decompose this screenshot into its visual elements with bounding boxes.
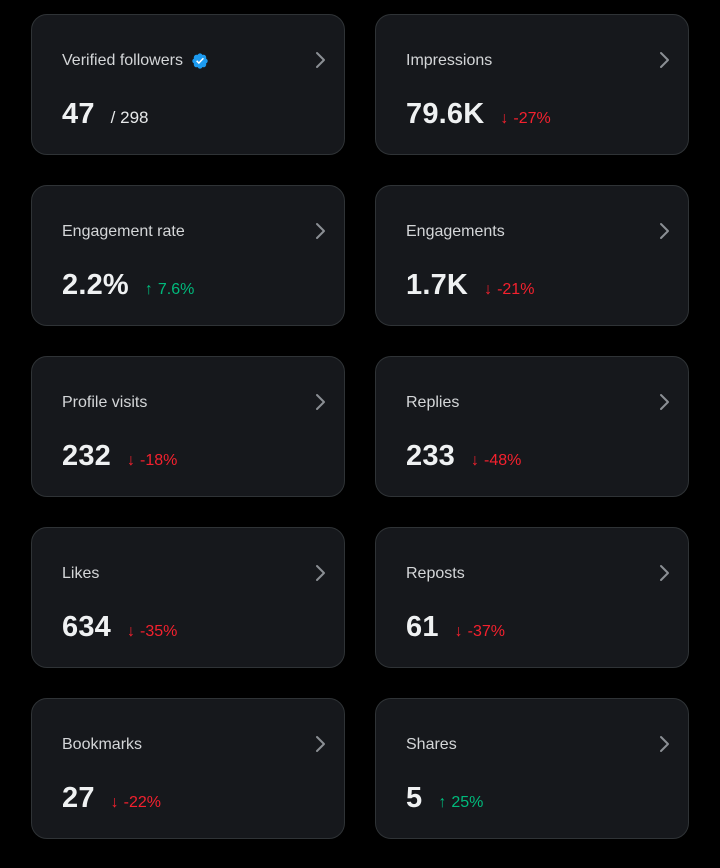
- metric-value: 61: [406, 611, 439, 643]
- metric-row: 5 ↑ 25%: [406, 781, 483, 815]
- card-title: Likes: [62, 565, 100, 582]
- chevron-right-icon: [660, 394, 669, 410]
- card-bookmarks[interactable]: Bookmarks 27 ↓ -22%: [31, 698, 345, 839]
- card-engagements[interactable]: Engagements 1.7K ↓ -21%: [375, 185, 689, 326]
- metrics-grid: Verified followers 47 / 298 Impressions …: [31, 14, 689, 839]
- card-title: Profile visits: [62, 394, 148, 411]
- arrow-down-icon: ↓: [127, 452, 135, 469]
- card-shares[interactable]: Shares 5 ↑ 25%: [375, 698, 689, 839]
- chevron-right-icon: [316, 736, 325, 752]
- metric-value: 5: [406, 782, 423, 814]
- metric-change: ↑ 7.6%: [145, 281, 194, 299]
- card-title: Replies: [406, 394, 460, 411]
- chevron-right-icon: [660, 223, 669, 239]
- change-percent: -18%: [140, 452, 178, 469]
- card-title: Bookmarks: [62, 736, 143, 753]
- metric-row: 1.7K ↓ -21%: [406, 268, 534, 302]
- metric-change: ↓ -37%: [455, 623, 505, 641]
- card-profile-visits[interactable]: Profile visits 232 ↓ -18%: [31, 356, 345, 497]
- metric-change: ↓ -22%: [111, 794, 161, 812]
- card-title-row: Replies: [406, 393, 459, 413]
- metric-value: 233: [406, 440, 455, 472]
- change-percent: -27%: [513, 110, 551, 127]
- arrow-up-icon: ↑: [144, 281, 153, 298]
- arrow-down-icon: ↓: [454, 623, 463, 640]
- metric-row: 27 ↓ -22%: [62, 781, 161, 815]
- arrow-down-icon: ↓: [484, 281, 493, 298]
- metric-value: 1.7K: [406, 269, 469, 301]
- change-percent: -48%: [484, 452, 522, 469]
- card-title-row: Impressions: [406, 51, 492, 71]
- card-title: Verified followers: [62, 52, 183, 69]
- change-percent: -35%: [140, 623, 178, 640]
- arrow-down-icon: ↓: [127, 623, 135, 640]
- metric-change: ↓ -35%: [127, 623, 177, 641]
- card-title-row: Profile visits: [62, 393, 147, 413]
- arrow-up-icon: ↑: [438, 794, 447, 811]
- metric-value: 27: [62, 782, 95, 814]
- card-engagement-rate[interactable]: Engagement rate 2.2% ↑ 7.6%: [31, 185, 345, 326]
- arrow-down-icon: ↓: [110, 794, 119, 811]
- metric-value: 2.2%: [62, 269, 129, 301]
- card-title: Shares: [406, 736, 457, 753]
- card-verified-followers[interactable]: Verified followers 47 / 298: [31, 14, 345, 155]
- arrow-down-icon: ↓: [471, 452, 479, 469]
- card-title: Engagements: [406, 223, 505, 240]
- change-percent: 25%: [451, 794, 484, 811]
- metric-change: ↓ -48%: [471, 452, 521, 470]
- card-title-row: Reposts: [406, 564, 465, 584]
- metric-row: 47 / 298: [62, 97, 148, 131]
- metric-row: 232 ↓ -18%: [62, 439, 177, 473]
- chevron-right-icon: [660, 565, 669, 581]
- metric-value: 634: [62, 611, 111, 643]
- metric-change: ↓ -18%: [127, 452, 177, 470]
- chevron-right-icon: [316, 52, 325, 68]
- metric-row: 634 ↓ -35%: [62, 610, 177, 644]
- change-percent: 7.6%: [157, 281, 195, 298]
- card-likes[interactable]: Likes 634 ↓ -35%: [31, 527, 345, 668]
- card-title-row: Verified followers: [62, 51, 209, 71]
- card-title: Reposts: [406, 565, 465, 582]
- card-impressions[interactable]: Impressions 79.6K ↓ -27%: [375, 14, 689, 155]
- metric-change: ↓ -27%: [500, 110, 550, 128]
- card-title-row: Likes: [62, 564, 99, 584]
- metric-change: ↑ 25%: [438, 794, 483, 812]
- change-percent: -22%: [123, 794, 162, 811]
- change-percent: -21%: [497, 281, 535, 298]
- chevron-right-icon: [660, 736, 669, 752]
- chevron-right-icon: [316, 565, 325, 581]
- card-title: Impressions: [406, 52, 493, 69]
- card-title-row: Engagement rate: [62, 222, 185, 242]
- chevron-right-icon: [660, 52, 669, 68]
- chevron-right-icon: [316, 394, 325, 410]
- metric-value: 79.6K: [406, 98, 485, 130]
- metric-row: 61 ↓ -37%: [406, 610, 505, 644]
- metric-change: ↓ -21%: [484, 281, 534, 299]
- metric-value: 47: [62, 98, 95, 130]
- metric-row: 233 ↓ -48%: [406, 439, 521, 473]
- metric-row: 79.6K ↓ -27%: [406, 97, 551, 131]
- card-reposts[interactable]: Reposts 61 ↓ -37%: [375, 527, 689, 668]
- change-percent: -37%: [467, 623, 506, 640]
- chevron-right-icon: [316, 223, 325, 239]
- card-title-row: Bookmarks: [62, 735, 142, 755]
- verified-badge-icon: [191, 52, 209, 70]
- metric-total: / 298: [110, 108, 149, 127]
- metric-value: 232: [62, 440, 111, 472]
- metric-row: 2.2% ↑ 7.6%: [62, 268, 194, 302]
- arrow-down-icon: ↓: [500, 110, 509, 127]
- card-title-row: Engagements: [406, 222, 505, 242]
- card-title-row: Shares: [406, 735, 457, 755]
- card-replies[interactable]: Replies 233 ↓ -48%: [375, 356, 689, 497]
- card-title: Engagement rate: [62, 223, 185, 240]
